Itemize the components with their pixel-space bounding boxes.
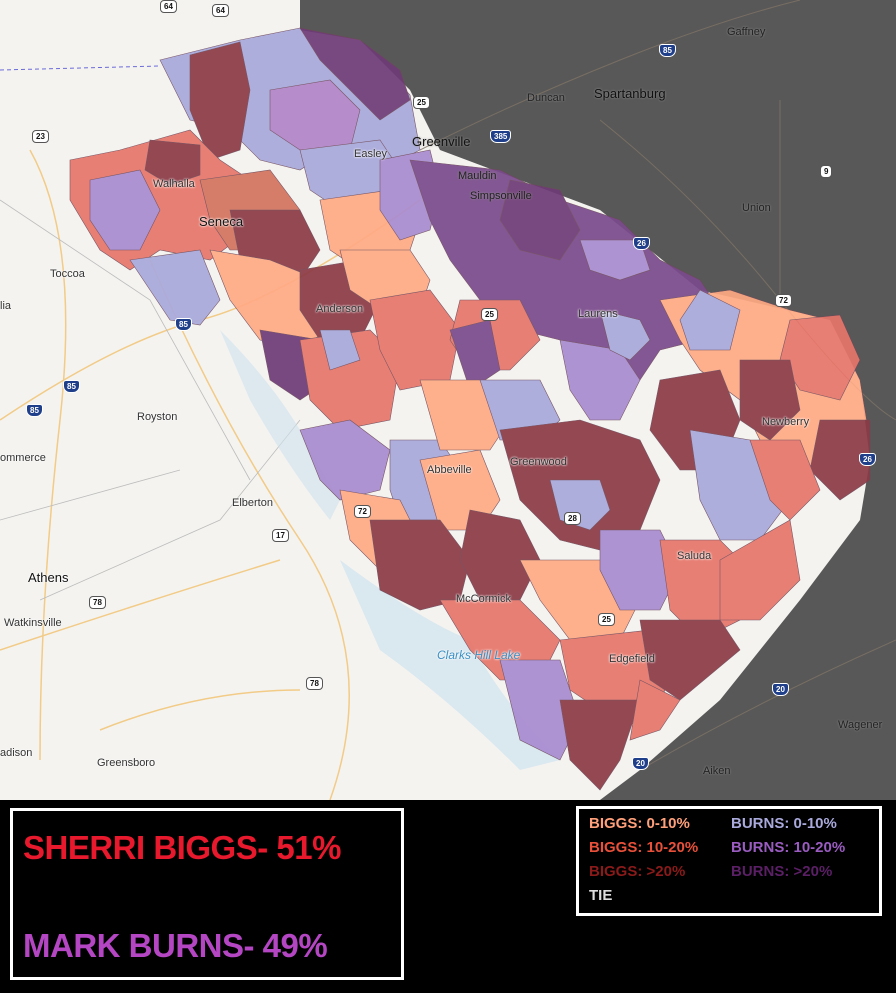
us-route-shield: 78 [89, 596, 106, 609]
interstate-shield: 85 [659, 44, 676, 57]
us-route-shield: 25 [413, 96, 430, 109]
place-label: Walhalla [153, 178, 195, 190]
place-label: Newberry [762, 416, 810, 428]
place-label: lia [0, 300, 12, 312]
results-box: SHERRI BIGGS- 51% MARK BURNS- 49% [10, 808, 404, 980]
interstate-shield: 20 [632, 757, 649, 770]
legend-tie: TIE [589, 887, 613, 904]
place-label: Easley [354, 148, 388, 160]
us-route-shield: 72 [775, 294, 792, 307]
us-route-shield: 78 [306, 677, 323, 690]
interstate-shield: 85 [175, 318, 192, 331]
outside-roads [419, 0, 896, 771]
us-route-shield: 25 [598, 613, 615, 626]
place-label: Union [742, 202, 771, 214]
place-label: Watkinsville [4, 617, 62, 629]
us-route-shield: 25 [481, 308, 498, 321]
us-route-shield: 23 [32, 130, 49, 143]
place-label: Greensboro [97, 757, 156, 769]
place-label: Simpsonville [470, 190, 532, 202]
candidate-biggs-result: SHERRI BIGGS- 51% [23, 829, 341, 866]
legend-burns-20: BURNS: >20% [731, 863, 833, 880]
results-panel: SHERRI BIGGS- 51% MARK BURNS- 49% BIGGS:… [0, 800, 896, 993]
interstate-shield: 20 [772, 683, 789, 696]
place-label: Greenville [412, 134, 471, 149]
place-label: Elberton [232, 497, 273, 509]
lake-hartwell [220, 330, 340, 520]
place-label: Aiken [703, 765, 731, 777]
place-label: Greenwood [510, 456, 567, 468]
map-canvas [0, 0, 896, 800]
outside-region-mask [300, 0, 896, 800]
candidate-burns-result: MARK BURNS- 49% [23, 927, 328, 964]
place-label: Spartanburg [594, 86, 666, 101]
us-route-shield: 9 [820, 165, 833, 178]
interstate-shield: 26 [859, 453, 876, 466]
us-route-shield: 17 [272, 529, 289, 542]
place-label: McCormick [456, 593, 511, 605]
legend-burns-0-10: BURNS: 0-10% [731, 815, 837, 832]
state-boundary [0, 65, 161, 71]
place-label: Duncan [527, 92, 565, 104]
place-label: Athens [28, 570, 69, 585]
place-label: Toccoa [50, 268, 85, 280]
us-route-shield: 64 [160, 0, 177, 13]
place-label: Edgefield [609, 653, 655, 665]
place-label: Laurens [578, 308, 618, 320]
place-label: Mauldin [458, 170, 497, 182]
place-label: Gaffney [727, 26, 766, 38]
interstate-shield: 85 [63, 380, 80, 393]
place-label: Seneca [199, 214, 244, 229]
place-label: Abbeville [427, 464, 472, 476]
place-label: Saluda [677, 550, 712, 562]
us-route-shield: 72 [354, 505, 371, 518]
place-label: Royston [137, 411, 178, 423]
legend-biggs-20: BIGGS: >20% [589, 863, 686, 880]
interstate-shield: 85 [26, 404, 43, 417]
place-label: adison [0, 747, 33, 759]
us-route-shield: 64 [212, 4, 229, 17]
minor-roads [0, 199, 301, 601]
map[interactable]: Gaffney Spartanburg Duncan Greenville Ma… [0, 0, 896, 800]
legend-biggs-10-20: BIGGS: 10-20% [589, 839, 699, 856]
legend: BIGGS: 0-10% BIGGS: 10-20% BIGGS: >20% T… [576, 806, 882, 916]
precinct-regions [69, 27, 871, 791]
us-route-shield: 28 [564, 512, 581, 525]
legend-biggs-0-10: BIGGS: 0-10% [589, 815, 690, 832]
interstate-shield: 385 [490, 130, 512, 143]
interstate-shield: 26 [633, 237, 650, 250]
water-label: Clarks Hill Lake [437, 648, 521, 662]
place-label: Anderson [316, 303, 364, 315]
legend-burns-10-20: BURNS: 10-20% [731, 839, 846, 856]
place-label: Wagener [838, 719, 883, 731]
place-label: ommerce [0, 452, 46, 464]
lake [340, 560, 560, 770]
